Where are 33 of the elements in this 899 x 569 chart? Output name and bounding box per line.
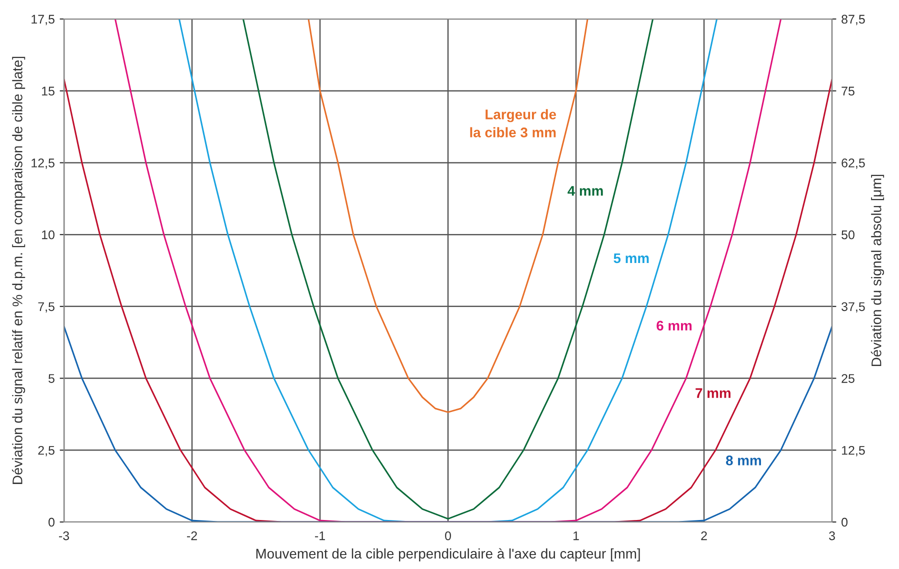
line-series: [242, 19, 654, 520]
y2-tick-label: 0: [842, 518, 848, 527]
x-tick-label: 3: [829, 531, 835, 540]
x-tick-label: -1: [315, 531, 325, 540]
y2-tick-label: 25: [842, 374, 854, 383]
series-label: 5 mm: [614, 253, 649, 264]
x-tick-label: 2: [701, 531, 707, 540]
y-tick-label: 2,5: [38, 446, 54, 456]
x-tick-label: 0: [445, 531, 452, 540]
y2-tick-label: 37,5: [842, 302, 865, 313]
y2-tick-label: 12,5: [842, 446, 865, 456]
y-tick-label: 7,5: [38, 302, 54, 313]
series-label: Largeur de la cible 3 mm: [470, 109, 556, 138]
x-tick-label: -2: [187, 531, 197, 540]
y-tick-label: 15: [42, 86, 54, 96]
y-tick-label: 10: [42, 230, 54, 240]
y-axis-title: Déviation du signal relatif en % d.p.m. [en comparaison de cible plate]: [12, 56, 26, 484]
series-label: 7 mm: [696, 388, 730, 398]
x-axis-title: Mouvement de la cible perpendiculaire à l'axe du capteur [mm]: [256, 548, 640, 562]
y2-tick-label: 87,5: [842, 14, 865, 26]
y-tick-label: 12,5: [32, 158, 54, 169]
y-tick-label: 5: [48, 374, 54, 383]
series-label: 8 mm: [726, 456, 761, 466]
y-tick-label: 17,5: [32, 14, 54, 26]
y2-tick-label: 50: [842, 230, 854, 240]
series-label: 4 mm: [568, 186, 603, 196]
x-tick-label: 1: [573, 531, 579, 540]
series-label: 6 mm: [656, 320, 692, 331]
y2-tick-label: 75: [842, 86, 854, 96]
y2-axis-title: Déviation du signal absolu [μm]: [870, 174, 884, 366]
y-tick-label: 0: [48, 518, 54, 527]
y2-tick-label: 62,5: [842, 158, 865, 169]
x-tick-label: -3: [59, 531, 70, 540]
